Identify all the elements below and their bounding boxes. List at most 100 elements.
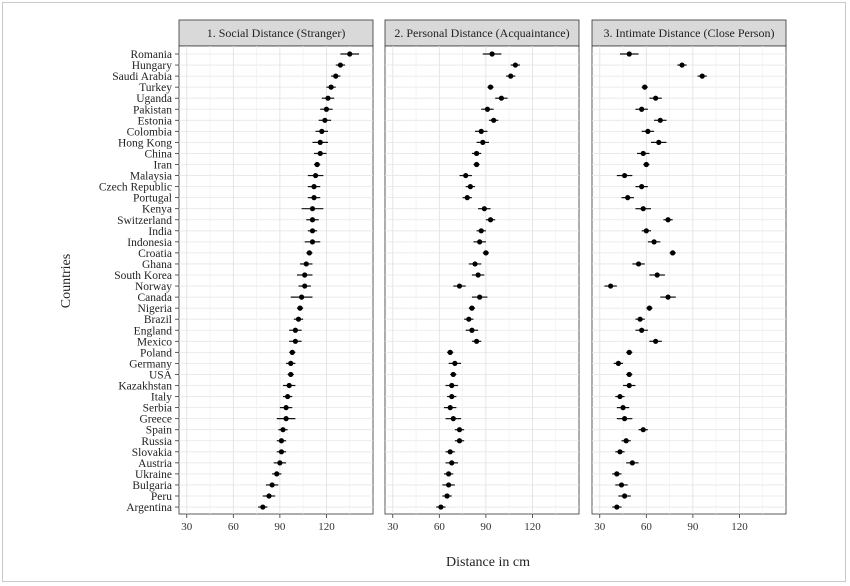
data-point <box>656 139 662 145</box>
data-point <box>653 338 659 344</box>
country-label: USA <box>149 369 173 381</box>
data-point <box>446 482 452 488</box>
data-point <box>639 327 645 333</box>
data-point <box>477 239 483 245</box>
data-point <box>625 195 631 201</box>
x-tick-label: 90 <box>480 521 492 533</box>
data-point <box>309 239 316 245</box>
data-point <box>469 305 475 311</box>
country-label: South Korea <box>114 270 172 282</box>
data-point <box>309 228 316 234</box>
country-label: Nigeria <box>138 303 172 315</box>
data-point <box>615 360 621 366</box>
panel-title: 2. Personal Distance (Acquaintance) <box>394 26 569 40</box>
data-point <box>466 316 472 322</box>
data-point <box>452 360 458 366</box>
data-point <box>337 62 344 68</box>
data-point <box>309 217 316 223</box>
data-point <box>637 316 643 322</box>
data-point <box>450 416 456 422</box>
data-point <box>322 117 328 123</box>
data-point <box>444 493 450 499</box>
country-label: England <box>134 325 173 337</box>
data-point <box>292 338 298 344</box>
data-point <box>302 283 308 289</box>
country-label: Switzerland <box>117 215 172 227</box>
data-point <box>288 371 294 378</box>
data-point <box>464 195 470 201</box>
country-label: Kazakhstan <box>118 381 172 393</box>
data-point <box>274 471 280 477</box>
data-point <box>618 482 625 488</box>
data-point <box>469 327 475 333</box>
country-label: India <box>148 226 172 238</box>
data-point <box>640 427 646 433</box>
data-point <box>449 382 455 389</box>
data-point <box>626 349 632 355</box>
x-tick-label: 30 <box>387 521 399 533</box>
data-point <box>498 95 504 101</box>
data-point <box>278 438 285 444</box>
country-label: Indonesia <box>127 237 172 249</box>
data-point <box>614 504 620 510</box>
country-label: Serbia <box>143 403 172 415</box>
data-point <box>472 261 478 267</box>
data-point <box>438 504 444 510</box>
country-label: Turkey <box>139 82 172 94</box>
data-point <box>317 150 323 157</box>
country-label: Canada <box>138 292 172 304</box>
data-point <box>463 172 469 179</box>
data-point <box>295 316 302 322</box>
data-point <box>266 493 272 499</box>
data-point <box>269 482 275 488</box>
country-label: Czech Republic <box>99 182 172 194</box>
data-point <box>325 95 331 101</box>
data-point <box>642 84 648 90</box>
data-point <box>283 416 289 422</box>
country-label: Ukraine <box>135 469 172 481</box>
data-point <box>487 217 494 223</box>
data-point <box>303 261 309 267</box>
country-label: Bulgaria <box>132 480 172 492</box>
x-tick-label: 30 <box>181 521 193 533</box>
data-point <box>626 51 632 57</box>
data-point <box>311 184 317 190</box>
x-tick-label: 90 <box>274 521 286 533</box>
data-point <box>306 250 312 256</box>
data-point <box>456 283 463 289</box>
data-point <box>623 438 629 444</box>
y-axis-title: Countries <box>59 254 74 308</box>
data-point <box>487 84 494 90</box>
data-point <box>473 161 480 168</box>
country-label: Germany <box>129 358 172 370</box>
data-point <box>319 128 325 134</box>
country-label: Saudi Arabia <box>112 71 172 83</box>
data-point <box>302 272 308 278</box>
data-point <box>280 427 286 433</box>
country-label: Portugal <box>133 193 172 205</box>
data-point <box>347 51 353 57</box>
data-point <box>670 250 676 256</box>
data-point <box>478 228 484 234</box>
data-point <box>333 73 339 79</box>
country-label: China <box>145 148 172 160</box>
data-point <box>447 349 453 355</box>
data-point <box>679 62 685 68</box>
data-point <box>480 139 486 145</box>
data-point <box>456 438 463 444</box>
x-axis-title: Distance in cm <box>446 555 530 570</box>
country-label: Hungary <box>132 60 172 72</box>
country-label: Kenya <box>142 204 172 216</box>
data-point <box>285 393 291 400</box>
data-point <box>635 261 642 267</box>
country-label: Russia <box>141 436 172 448</box>
data-point <box>489 51 495 57</box>
panel-plot-area <box>384 45 580 515</box>
data-point <box>640 150 646 157</box>
data-point <box>473 150 480 157</box>
panel-plot-area <box>591 45 787 515</box>
country-label: Greece <box>139 414 172 426</box>
data-point <box>283 405 289 411</box>
country-label: Iran <box>153 160 172 172</box>
